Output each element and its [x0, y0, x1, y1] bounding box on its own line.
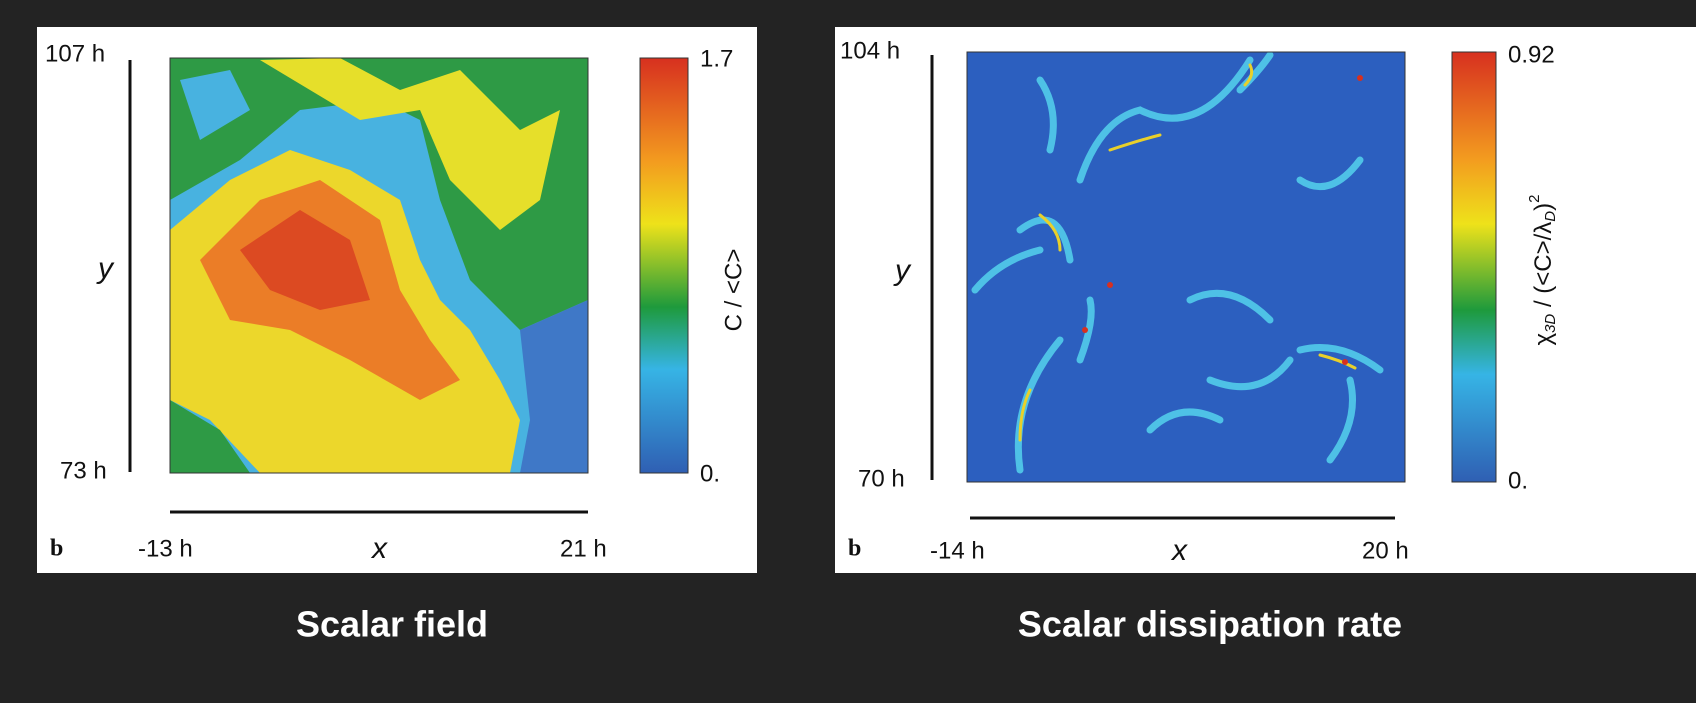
panel-scalar-field: 107 h 73 h y b -13 h x 21 h 1.7 0. C / <…	[37, 27, 757, 645]
colorbar-max: 1.7	[700, 45, 733, 72]
x-axis-label: x	[1170, 534, 1188, 567]
x-left-label: -13 h	[138, 535, 193, 562]
label-part: 3D	[1542, 314, 1559, 333]
caption: Scalar dissipation rate	[1018, 604, 1402, 645]
colorbar-max: 0.92	[1508, 41, 1555, 68]
colorbar	[640, 58, 688, 473]
colorbar-min: 0.	[1508, 467, 1528, 494]
label-part: )	[1530, 203, 1557, 211]
label-part: / (<C>/λ	[1530, 222, 1557, 314]
field-image	[967, 52, 1405, 482]
x-right-label: 20 h	[1362, 537, 1409, 564]
y-top-label: 104 h	[840, 37, 900, 64]
x-axis-label: x	[370, 532, 388, 565]
slide: 107 h 73 h y b -13 h x 21 h 1.7 0. C / <…	[0, 0, 1696, 703]
colorbar	[1452, 52, 1496, 482]
y-top-label: 107 h	[45, 40, 105, 67]
panel-dissipation: 104 h 70 h y b -14 h x 20 h 0.92 0. χ3D …	[835, 27, 1696, 645]
caption: Scalar field	[296, 604, 488, 645]
y-axis-label: y	[96, 252, 115, 285]
y-bottom-label: 73 h	[60, 457, 107, 484]
colorbar-label: C / <C>	[720, 249, 747, 332]
y-bottom-label: 70 h	[858, 465, 905, 492]
x-right-label: 21 h	[560, 535, 607, 562]
panel-letter: b	[50, 536, 63, 562]
field-image	[170, 58, 588, 473]
x-left-label: -14 h	[930, 537, 985, 564]
label-part: D	[1542, 211, 1559, 222]
label-part: χ	[1530, 333, 1557, 346]
y-axis-label: y	[893, 254, 912, 287]
colorbar-min: 0.	[700, 460, 720, 487]
panel-letter: b	[848, 536, 861, 562]
label-part: 2	[1526, 194, 1543, 202]
